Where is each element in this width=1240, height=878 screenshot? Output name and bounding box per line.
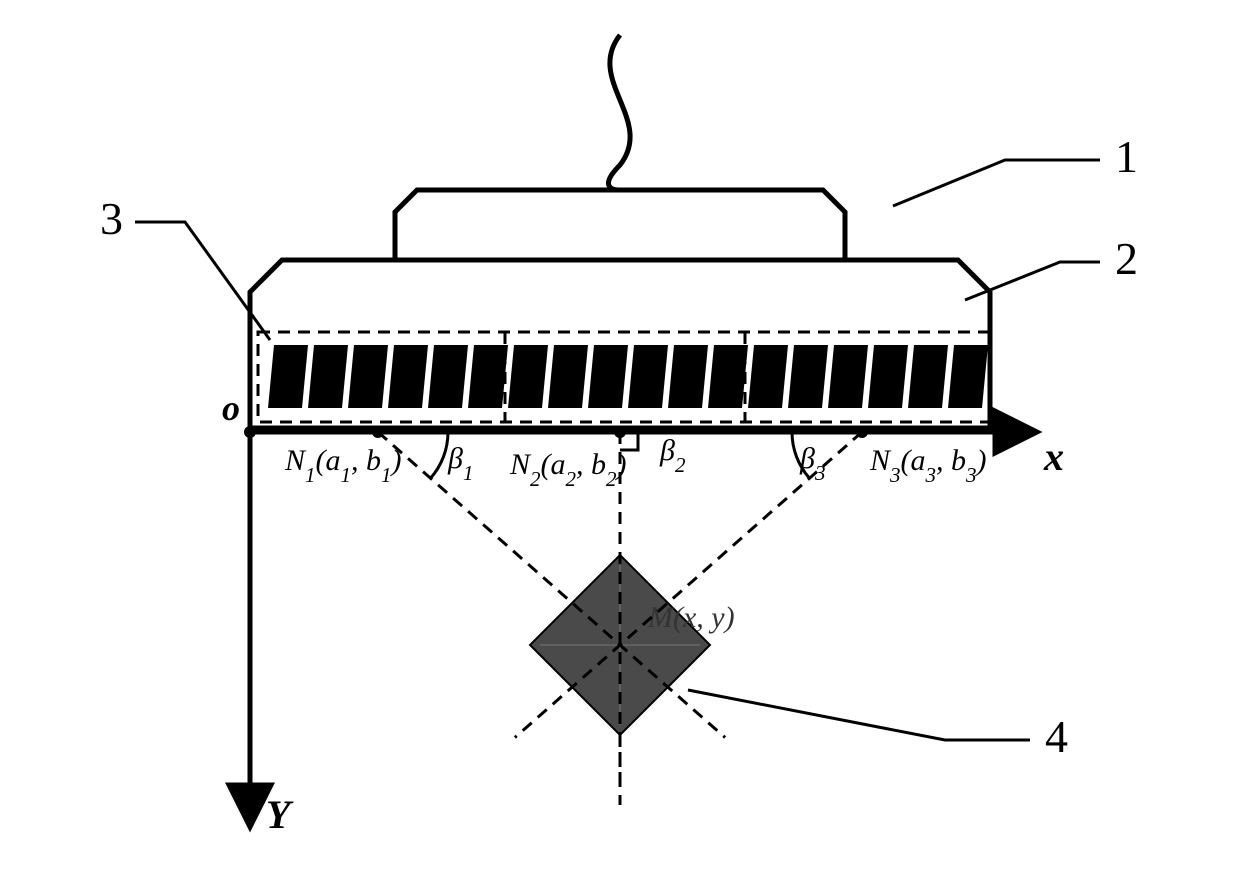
group-center-label-1: N1(a1, b1) <box>284 444 402 487</box>
callout-number: 4 <box>1045 711 1068 762</box>
transducer-element <box>668 345 708 408</box>
transducer-element <box>348 345 388 408</box>
transducer-element <box>468 345 508 408</box>
angle-label: β3 <box>799 442 825 485</box>
probe-upper-housing <box>395 190 845 260</box>
callout-leader <box>688 690 1030 740</box>
transducer-element <box>748 345 788 408</box>
angle-label: β2 <box>659 434 686 477</box>
callout-number: 1 <box>1115 131 1138 182</box>
transducer-element <box>708 345 748 408</box>
group-center-label-3: N3(a3, b3) <box>869 444 987 487</box>
y-axis-label: Y <box>266 792 294 837</box>
callout-leader <box>965 262 1100 300</box>
transducer-element <box>428 345 468 408</box>
technical-diagram: o x Y M(x, y) N1(a1, b1) N2(a2, b2) N3(a3, b3)… <box>0 0 1240 878</box>
transducer-element <box>588 345 628 408</box>
transducer-element <box>308 345 348 408</box>
transducer-element <box>908 345 948 408</box>
angle-arc <box>431 432 448 478</box>
transducer-element <box>788 345 828 408</box>
origin-point <box>244 426 256 438</box>
callout-leader <box>893 160 1100 206</box>
transducer-element <box>388 345 428 408</box>
transducer-element <box>628 345 668 408</box>
origin-label: o <box>222 388 240 428</box>
angle-label: β1 <box>447 442 473 485</box>
transducer-element <box>508 345 548 408</box>
transducer-element <box>868 345 908 408</box>
transducer-element <box>828 345 868 408</box>
transducer-element <box>268 345 308 408</box>
probe-wire <box>608 35 630 190</box>
callout-number: 2 <box>1115 233 1138 284</box>
x-axis-label: x <box>1043 434 1064 479</box>
transducer-element <box>948 345 988 408</box>
transducer-element <box>548 345 588 408</box>
group-center-label-2: N2(a2, b2) <box>509 448 627 491</box>
callout-number: 3 <box>100 193 123 244</box>
defect-point-label: M(x, y) <box>647 601 735 634</box>
